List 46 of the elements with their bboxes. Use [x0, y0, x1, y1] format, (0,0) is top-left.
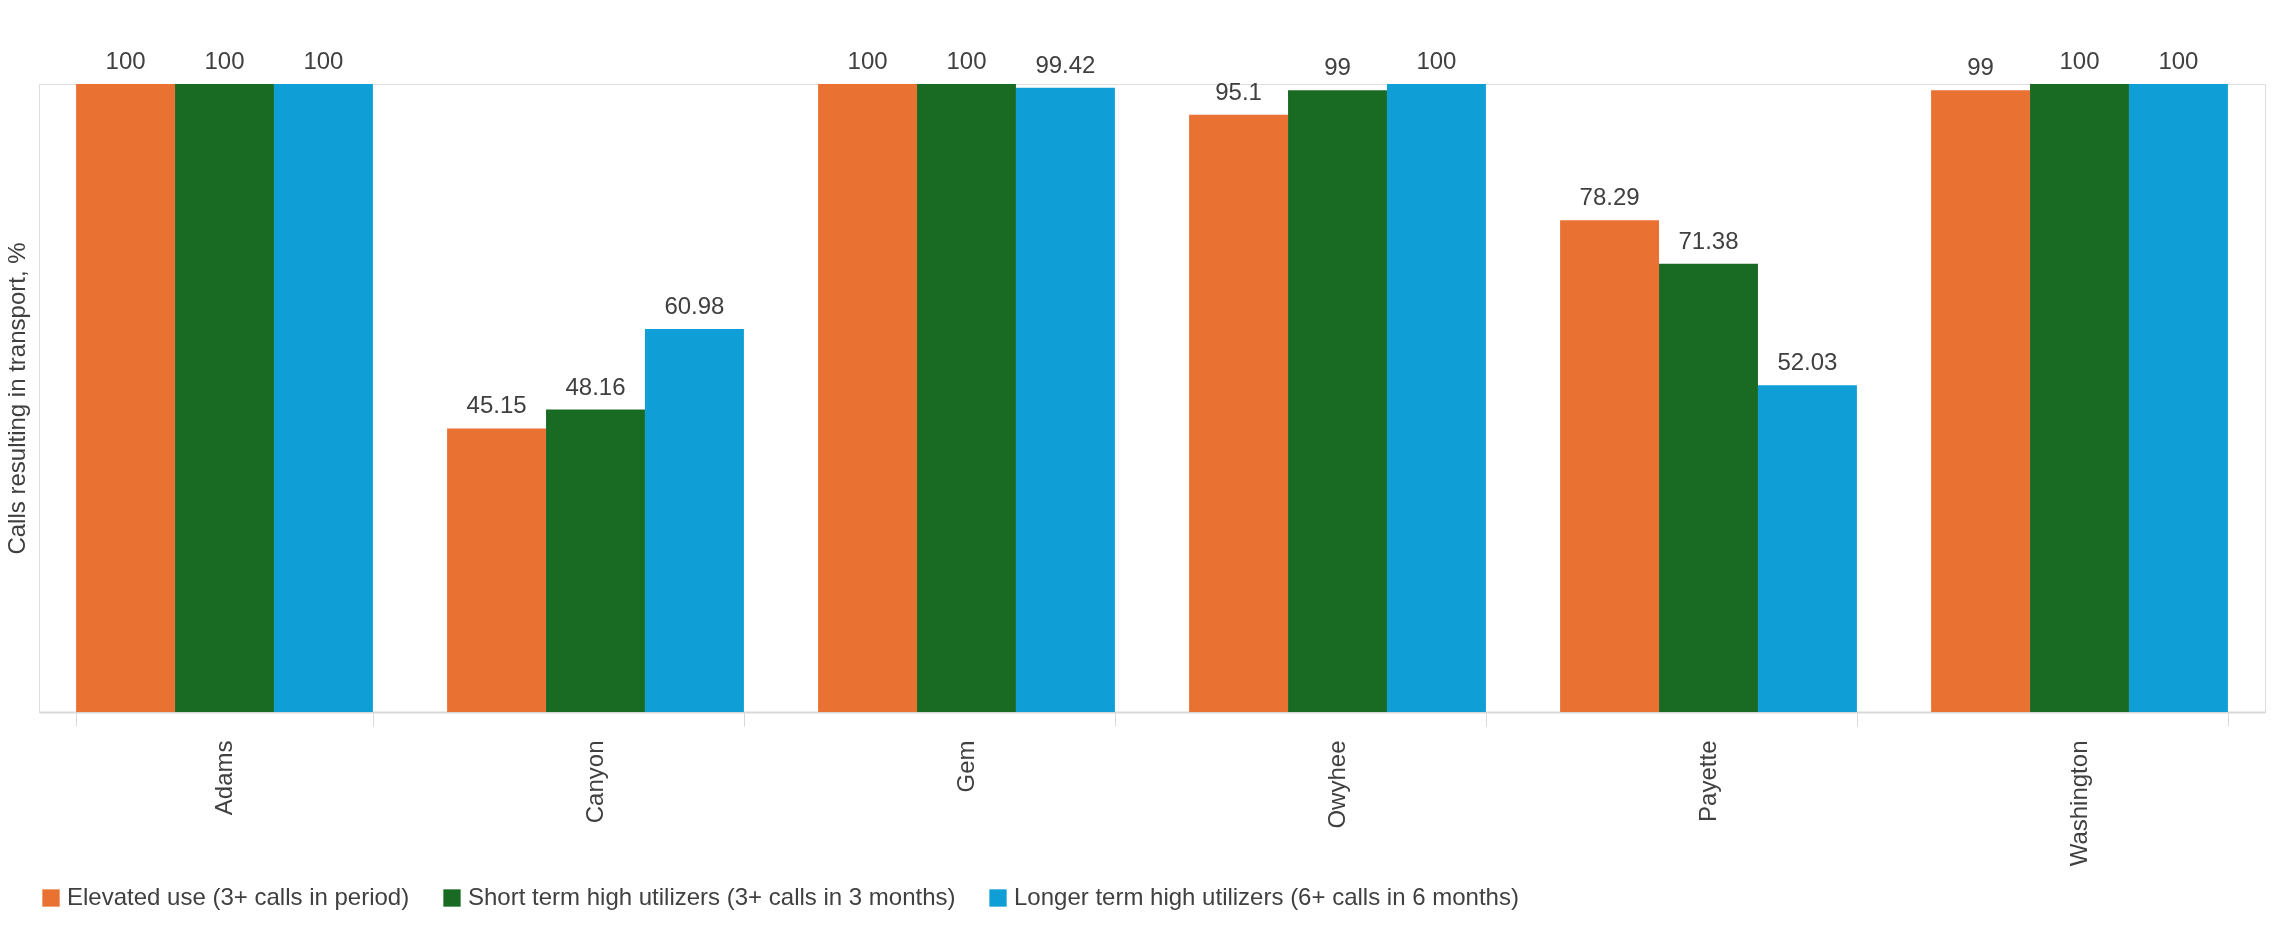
bar [1659, 263, 1758, 712]
bar [1931, 90, 2031, 712]
bar [273, 84, 373, 712]
data-label: 100 [2059, 47, 2100, 74]
data-label: 45.15 [466, 391, 527, 419]
legend-label: Elevated use (3+ calls in period) [67, 883, 410, 910]
bar [917, 84, 1016, 712]
bar [546, 409, 645, 712]
data-label: 100 [946, 47, 987, 74]
data-label: 52.03 [1777, 348, 1838, 376]
bar [1015, 87, 1115, 712]
data-label: 99 [1967, 53, 1994, 81]
bar [175, 84, 274, 712]
bar [818, 84, 918, 712]
bar [76, 84, 176, 712]
data-label: 60.98 [664, 292, 725, 320]
data-label: 48.16 [565, 372, 626, 400]
data-label: 100 [847, 47, 888, 74]
data-label: 100 [105, 47, 146, 74]
bar [1386, 84, 1486, 712]
data-label: 100 [303, 47, 344, 74]
x-tick-label: Payette [1694, 740, 1721, 822]
bar [2128, 84, 2228, 712]
bar [1288, 90, 1387, 712]
data-label: 99.42 [1035, 50, 1096, 78]
bar [447, 428, 547, 712]
legend-label: Longer term high utilizers (6+ calls in 6 months) [1014, 883, 1519, 910]
data-label: 100 [204, 47, 245, 74]
legend-label: Short term high utilizers (3+ calls in 3 months) [468, 883, 956, 910]
y-axis-title: Calls resulting in transport, % [2, 242, 30, 555]
x-tick-label: Gem [952, 740, 979, 793]
data-label: 71.38 [1678, 226, 1739, 254]
bar [644, 329, 744, 712]
bar [1757, 385, 1857, 712]
x-tick-label: Adams [210, 740, 237, 816]
x-tick-label: Canyon [581, 740, 608, 824]
bar [2030, 84, 2129, 712]
data-label: 78.29 [1579, 183, 1640, 211]
x-tick-label: Owyhee [1323, 740, 1350, 829]
bar [1189, 114, 1289, 712]
bar [1560, 220, 1660, 712]
data-label: 100 [2158, 47, 2199, 74]
data-label: 95.1 [1215, 77, 1262, 105]
x-tick-label: Washington [2065, 740, 2092, 867]
data-label: 99 [1324, 53, 1351, 81]
data-label: 100 [1416, 47, 1457, 74]
